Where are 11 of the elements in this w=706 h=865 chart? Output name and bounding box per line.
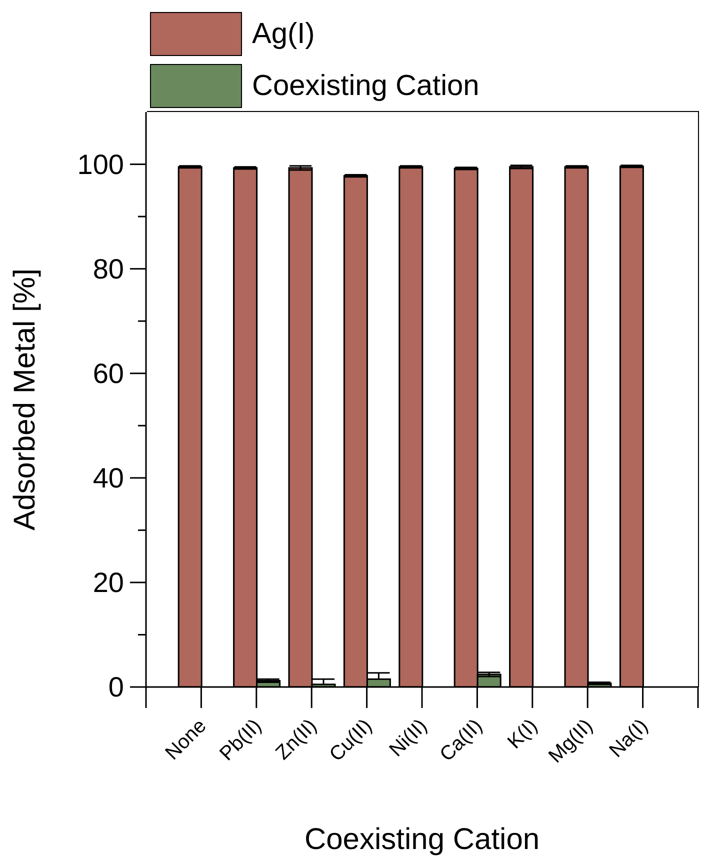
y-tick-label: 60 xyxy=(92,358,124,389)
x-axis-title: Coexisting Cation xyxy=(304,823,540,856)
legend-label: Coexisting Cation xyxy=(252,70,480,102)
legend-label: Ag(I) xyxy=(252,18,315,50)
y-tick-label: 20 xyxy=(92,566,124,598)
y-tick-label: 40 xyxy=(92,462,124,494)
y-tick-label: 0 xyxy=(108,672,124,702)
y-tick-label: 80 xyxy=(92,253,124,284)
y-tick-label: 100 xyxy=(77,148,124,180)
y-axis-title: Adsorbed Metal [%] xyxy=(8,268,42,530)
x-tick-label: K(I) xyxy=(504,714,542,754)
